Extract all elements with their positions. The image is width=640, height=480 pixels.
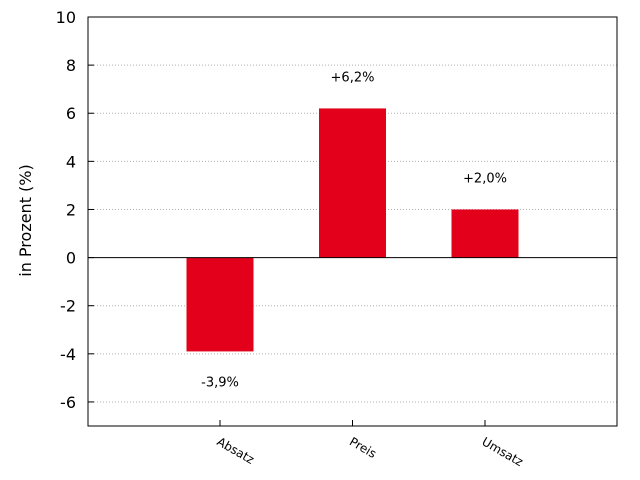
value-labels: -3,9% +6,2% +2,0% — [201, 70, 507, 390]
y-tick-label: 8 — [66, 56, 76, 75]
y-tick-label: 4 — [66, 152, 76, 171]
bars — [186, 108, 519, 352]
data-label: +6,2% — [331, 70, 375, 85]
x-tick-label: Umsatz — [480, 434, 526, 469]
y-tick-label: -4 — [60, 345, 76, 364]
x-axis-ticks: Absatz Preis Umsatz — [215, 420, 526, 469]
data-label: -3,9% — [201, 375, 239, 390]
y-axis-ticks: -6 -4 -2 0 2 4 6 8 10 — [56, 8, 94, 412]
data-label: +2,0% — [463, 171, 507, 186]
bar-umsatz — [451, 209, 519, 258]
y-tick-label: 2 — [66, 200, 76, 219]
bar-preis — [319, 108, 386, 258]
y-tick-label: 6 — [66, 104, 76, 123]
y-axis-title: in Prozent (%) — [16, 164, 35, 276]
y-tick-label: 0 — [66, 249, 76, 268]
y-tick-label: -2 — [60, 297, 76, 316]
x-tick-label: Absatz — [215, 434, 257, 466]
x-tick-label: Preis — [347, 434, 379, 460]
y-tick-label: -6 — [60, 393, 76, 412]
y-tick-label: 10 — [56, 8, 76, 27]
bar-absatz — [186, 257, 254, 352]
